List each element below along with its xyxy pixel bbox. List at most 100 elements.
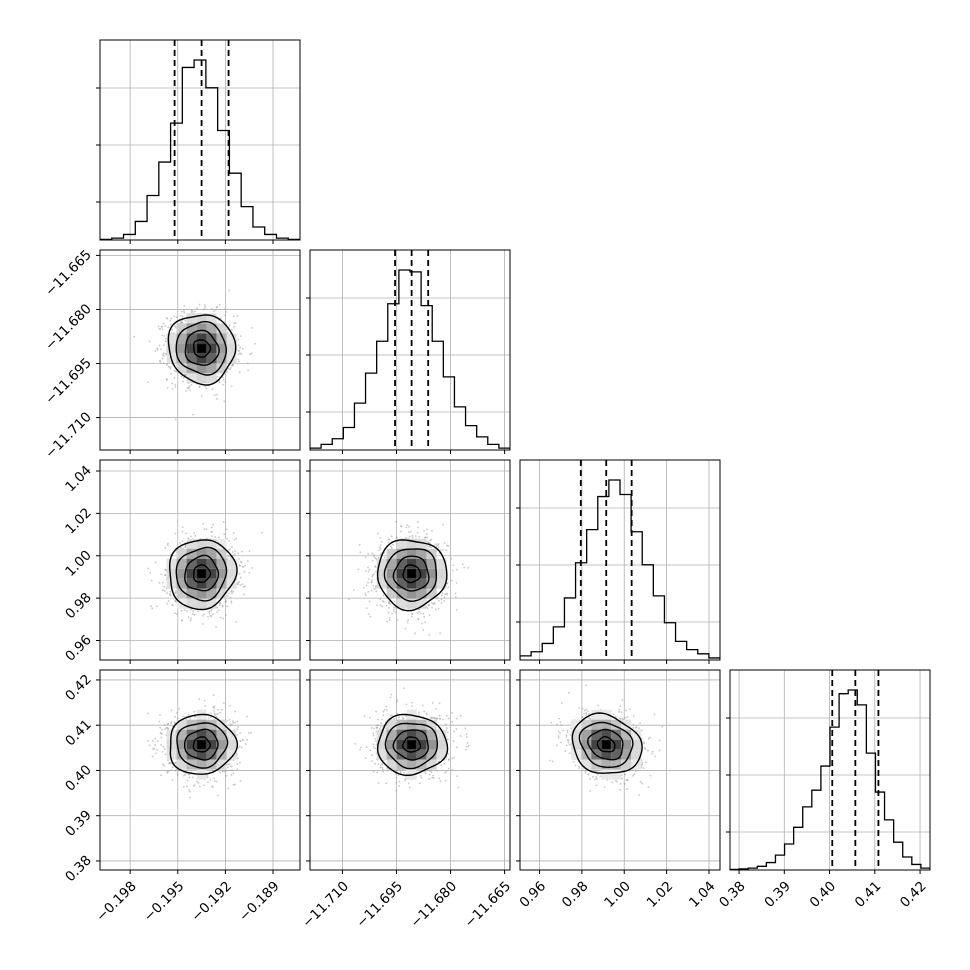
scatter-point: [215, 780, 218, 783]
scatter-point: [180, 609, 183, 612]
density-cell: [206, 313, 217, 324]
scatter-point: [133, 335, 136, 338]
scatter-point: [161, 751, 164, 753]
scatter-point: [237, 726, 240, 728]
density-cell: [206, 538, 217, 549]
scatter-point: [162, 745, 165, 748]
density-cell: [426, 749, 437, 760]
scatter-point: [452, 740, 455, 743]
scatter-point: [404, 627, 407, 630]
scatter-point: [187, 616, 190, 619]
scatter-point: [158, 328, 161, 331]
scatter-point: [189, 389, 191, 392]
density-cell: [206, 333, 217, 344]
scatter-point: [442, 718, 445, 721]
scatter-point: [455, 728, 458, 730]
scatter-point: [373, 588, 376, 590]
density-cell: [196, 548, 207, 559]
scatter-point: [364, 592, 367, 595]
scatter-point: [213, 710, 215, 712]
scatter-point: [431, 776, 434, 779]
density-cell: [216, 538, 227, 549]
density-cell: [186, 333, 197, 344]
scatter-point: [465, 745, 468, 748]
scatter-point: [623, 783, 626, 785]
scatter-point: [233, 538, 236, 541]
scatter-point: [185, 390, 187, 392]
scatter-point: [583, 709, 586, 712]
scatter-point: [393, 600, 396, 603]
density-cell: [196, 538, 207, 549]
density-cell: [226, 749, 237, 760]
scatter-point: [587, 713, 590, 715]
panel-content: [310, 460, 510, 660]
density-cell: [206, 759, 217, 770]
density-cell: [416, 598, 427, 609]
histogram-step: [730, 689, 930, 870]
scatter-point: [213, 310, 215, 313]
scatter-point: [389, 602, 391, 605]
scatter-point: [589, 790, 591, 792]
scatter-point: [226, 605, 229, 608]
scatter-point: [455, 609, 458, 611]
scatter-point: [183, 305, 186, 307]
scatter-point: [176, 711, 179, 714]
density-cell: [386, 749, 397, 760]
scatter-point: [404, 777, 407, 780]
scatter-point: [454, 592, 457, 595]
scatter-point: [185, 532, 188, 535]
scatter-point: [428, 633, 431, 636]
scatter-point: [578, 767, 581, 770]
scatter-point: [418, 782, 421, 785]
scatter-point: [375, 570, 377, 573]
scatter-point: [370, 727, 373, 729]
scatter-point: [220, 317, 222, 320]
scatter-point: [441, 594, 443, 597]
scatter-point: [425, 712, 428, 715]
scatter-point: [649, 736, 651, 739]
scatter-point: [163, 585, 166, 588]
density-cell: [176, 729, 187, 740]
scatter-point: [618, 788, 621, 791]
scatter-point: [385, 782, 388, 785]
scatter-point: [421, 704, 424, 707]
scatter-point: [442, 523, 445, 526]
scatter-point: [405, 536, 408, 539]
scatter-point: [227, 595, 229, 597]
scatter-point: [378, 728, 381, 730]
density-cell: [196, 729, 207, 740]
scatter-point: [585, 712, 588, 714]
scatter-point: [189, 717, 192, 720]
scatter-point: [156, 348, 159, 351]
scatter-point: [246, 560, 249, 563]
density-cell: [591, 739, 602, 750]
scatter-point: [440, 598, 443, 601]
density-cell: [176, 759, 187, 770]
scatter-point: [212, 613, 214, 616]
y-tick-label: 1.04: [62, 463, 95, 496]
scatter-point: [417, 521, 419, 524]
scatter-panel: −11.710−11.695−11.680−11.665: [42, 247, 301, 462]
scatter-point: [248, 550, 251, 553]
scatter-point: [174, 612, 176, 615]
scatter-point: [447, 767, 450, 770]
density-cell: [436, 578, 447, 589]
scatter-point: [170, 769, 173, 771]
scatter-point: [228, 704, 231, 707]
scatter-point: [638, 793, 641, 796]
scatter-point: [386, 620, 389, 623]
scatter-point: [233, 783, 236, 786]
scatter-point: [443, 541, 446, 544]
scatter-point: [388, 606, 390, 609]
scatter-point: [210, 535, 213, 538]
y-tick-label: −11.680: [42, 301, 95, 354]
x-tick-label: −0.192: [188, 878, 235, 925]
scatter-point: [194, 310, 196, 313]
scatter-point: [398, 780, 401, 783]
y-tick-label: −11.710: [42, 409, 95, 462]
scatter-point: [647, 737, 650, 740]
scatter-point: [380, 722, 382, 725]
density-cell: [186, 578, 197, 589]
scatter-point: [230, 723, 233, 726]
scatter-point: [229, 723, 232, 725]
